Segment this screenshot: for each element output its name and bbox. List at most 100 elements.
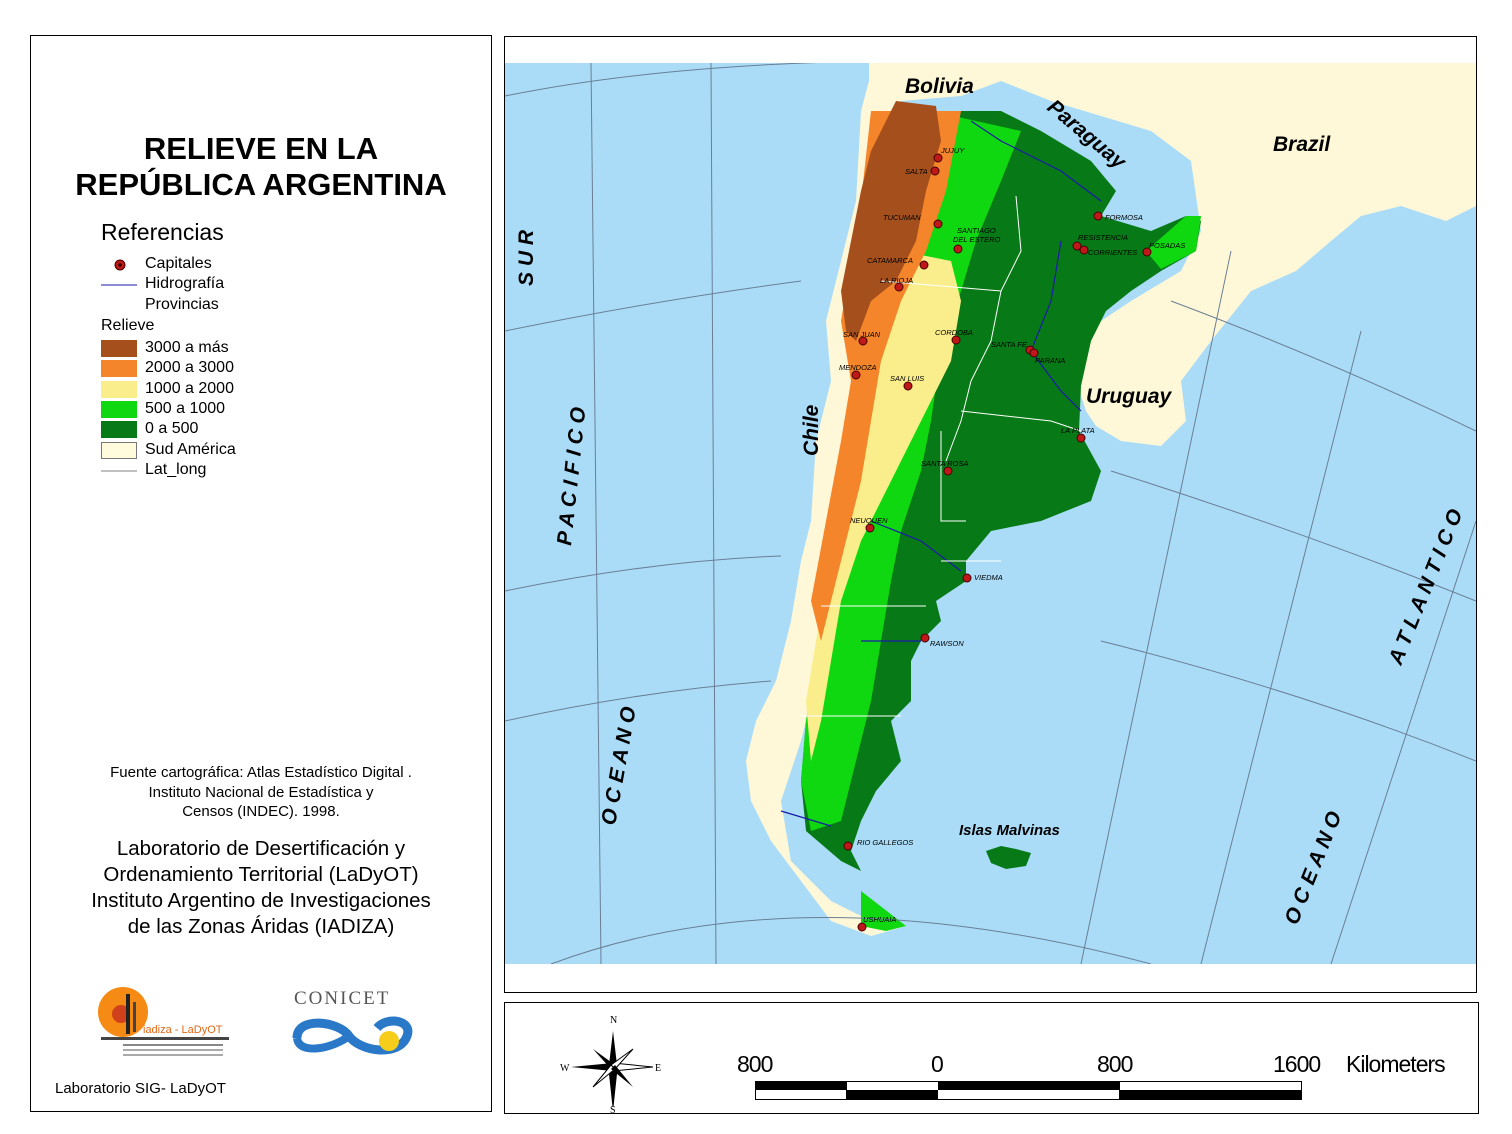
institution-text: Laboratorio de Desertificación y Ordenam…: [31, 836, 491, 940]
capital-rio-gallegos: RIO GALLEGOS: [843, 838, 913, 851]
capital-jujuy: JUJUY: [933, 146, 965, 163]
graticule-line-icon: [101, 462, 145, 479]
color-swatch: [101, 359, 137, 377]
north-arrow-icon: N S W E: [560, 1015, 661, 1113]
capital-ushuaia: USHUAIA: [857, 915, 896, 932]
svg-text:iadiza - LaDyOT: iadiza - LaDyOT: [143, 1024, 223, 1036]
svg-text:MENDOZA: MENDOZA: [839, 363, 877, 372]
capital-santa-rosa: SANTA ROSA: [921, 459, 969, 476]
svg-text:CORDOBA: CORDOBA: [935, 328, 973, 337]
argentina-3000-plus: [841, 101, 941, 341]
label-islas-malvinas: Islas Malvinas: [959, 822, 1060, 839]
capital-neuquen: NEUQUEN: [850, 516, 888, 533]
institution-line: de las Zonas Áridas (IADIZA): [127, 915, 395, 938]
label-brazil: Brazil: [1273, 133, 1331, 156]
conicet-logo: CONICET: [289, 986, 419, 1066]
legend-label: 500 a 1000: [145, 400, 226, 417]
svg-text:W: W: [560, 1063, 570, 1074]
legend-relieve-1000: 1000 a 2000: [101, 379, 234, 399]
svg-text:S U R: S U R: [515, 229, 538, 286]
legend-relieve-3000: 3000 a más: [101, 338, 229, 358]
svg-text:SAN LUIS: SAN LUIS: [890, 374, 924, 383]
capital-dot-icon: [101, 256, 137, 273]
legend-relieve-0: 0 a 500: [101, 419, 198, 439]
capital-tucuman: TUCUMAN: [883, 213, 943, 229]
institution-line: Instituto Argentino de Investigaciones: [91, 889, 431, 912]
svg-text:FORMOSA: FORMOSA: [1105, 213, 1143, 222]
source-line: Fuente cartográfica: Atlas Estadístico D…: [110, 764, 412, 781]
svg-text:SALTA: SALTA: [905, 167, 928, 176]
legend-capitales: Capitales: [101, 254, 212, 274]
svg-text:TUCUMAN: TUCUMAN: [883, 213, 921, 222]
source-line: Censos (INDEC). 1998.: [182, 803, 340, 820]
misiones: [1146, 216, 1201, 269]
legend-title: Referencias: [101, 219, 224, 245]
capital-mendoza: MENDOZA: [839, 363, 877, 380]
svg-text:S: S: [610, 1105, 616, 1113]
legend-label: 3000 a más: [145, 339, 229, 356]
capital-catamarca: CATAMARCA: [867, 256, 929, 270]
legend-label: 2000 a 3000: [145, 359, 234, 376]
capital-san-luis: SAN LUIS: [890, 374, 924, 391]
footer-credit: Laboratorio SIG- LaDyOT: [55, 1080, 226, 1097]
province-borders: [801, 195, 1082, 717]
svg-text:N: N: [610, 1015, 617, 1026]
rivers: [780, 120, 1102, 827]
legend-label: Hidrografía: [145, 275, 225, 292]
legend-label: 1000 a 2000: [145, 380, 234, 397]
graticule: [505, 63, 1476, 964]
svg-text:VIEDMA: VIEDMA: [974, 573, 1003, 582]
svg-text:RAWSON: RAWSON: [930, 639, 964, 648]
svg-text:LA PLATA: LA PLATA: [1061, 426, 1095, 435]
tierra-del-fuego: [861, 891, 906, 931]
svg-text:SANTA FE: SANTA FE: [991, 340, 1028, 349]
svg-text:SANTA ROSA: SANTA ROSA: [921, 459, 969, 468]
islas-malvinas: [986, 846, 1031, 869]
capital-rawson: RAWSON: [920, 633, 964, 648]
map-title: RELIEVE EN LA REPÚBLICA ARGENTINA: [31, 131, 491, 203]
legend-label: Lat_long: [145, 461, 207, 478]
label-chile: Chile: [800, 404, 823, 456]
map-frame: JUJUY SALTA TUCUMAN SANTIAGO DEL ESTERO C…: [504, 36, 1477, 993]
color-swatch: [101, 420, 137, 438]
source-text: Fuente cartográfica: Atlas Estadístico D…: [31, 763, 491, 822]
legend-relieve-2000: 2000 a 3000: [101, 358, 234, 378]
svg-text:USHUAIA: USHUAIA: [863, 915, 896, 924]
svg-text:RIO GALLEGOS: RIO GALLEGOS: [857, 838, 913, 847]
scale-bar: [755, 1081, 1302, 1100]
legend-panel: RELIEVE EN LA REPÚBLICA ARGENTINA Refere…: [30, 35, 492, 1112]
svg-text:SANTIAGO: SANTIAGO: [957, 226, 996, 235]
color-swatch: [101, 441, 137, 459]
province-line-icon: [101, 297, 137, 314]
svg-text:NEUQUEN: NEUQUEN: [850, 516, 888, 525]
iadiza-logo: iadiza - LaDyOT: [93, 984, 233, 1064]
scale-unit: Kilometers: [1346, 1051, 1446, 1077]
title-line-2: REPÚBLICA ARGENTINA: [75, 167, 447, 202]
label-bolivia: Bolivia: [905, 75, 974, 98]
legend-lat-long: Lat_long: [101, 460, 206, 480]
institution-line: Ordenamiento Territorial (LaDyOT): [103, 863, 419, 886]
svg-text:LA RIOJA: LA RIOJA: [880, 276, 913, 285]
capital-posadas: POSADAS: [1142, 241, 1185, 257]
scale-label: 1600: [1273, 1051, 1321, 1077]
legend-sud-america: Sud América: [101, 440, 236, 460]
scale-panel: N S W E 800 0 800 1600 Kilometers: [504, 1002, 1479, 1114]
capital-la-plata: LA PLATA: [1061, 426, 1095, 443]
legend-relieve-500: 500 a 1000: [101, 399, 225, 419]
argentina-1000-2000: [806, 251, 961, 761]
legend-label: 0 a 500: [145, 420, 199, 437]
svg-text:CORRIENTES: CORRIENTES: [1088, 248, 1137, 257]
institution-line: Laboratorio de Desertificación y: [116, 837, 406, 860]
svg-text:JUJUY: JUJUY: [940, 146, 965, 155]
legend-hidrografia: Hidrografía: [101, 274, 224, 294]
capital-viedma: VIEDMA: [962, 573, 1003, 583]
label-uruguay: Uruguay: [1086, 385, 1173, 408]
title-line-1: RELIEVE EN LA: [143, 131, 379, 166]
svg-text:SAN JUAN: SAN JUAN: [843, 330, 881, 339]
svg-text:POSADAS: POSADAS: [1149, 241, 1185, 250]
capital-formosa: FORMOSA: [1093, 211, 1143, 222]
argentina-2000-3000: [811, 111, 961, 641]
